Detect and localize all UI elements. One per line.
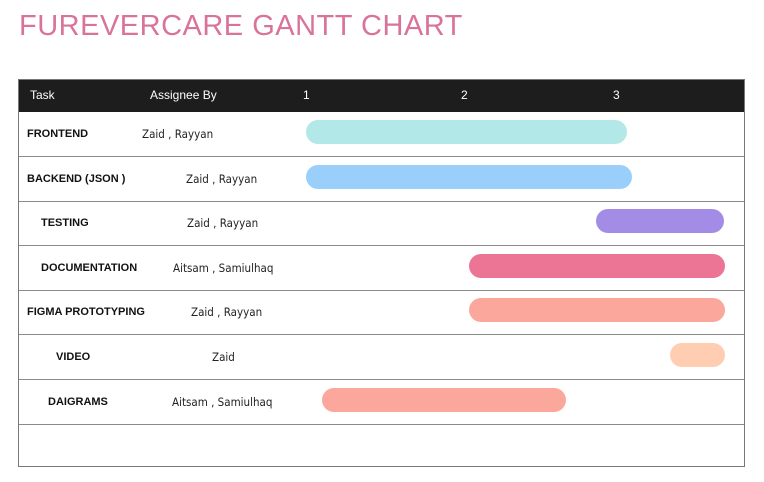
x-tick-label: 2 xyxy=(461,88,468,102)
x-tick-label: 3 xyxy=(613,88,620,102)
task-row: BACKEND (JSON ) Zaid , Rayyan xyxy=(19,157,744,202)
task-bar xyxy=(595,209,725,234)
task-name: DAIGRAMS xyxy=(48,395,108,408)
task-bar xyxy=(306,164,632,189)
page-title: FUREVERCARE GANTT CHART xyxy=(19,10,463,42)
task-name: TESTING xyxy=(41,217,89,230)
task-bar xyxy=(670,343,725,367)
task-assignee: Zaid , Rayyan xyxy=(142,127,214,141)
header-row: Task Assignee By 1 2 3 xyxy=(19,80,744,112)
assignee-column-header: Assignee By xyxy=(150,88,217,102)
task-bar xyxy=(321,387,567,412)
task-bar xyxy=(468,298,725,323)
task-assignee: Zaid xyxy=(212,350,235,364)
task-assignee: Zaid , Rayyan xyxy=(186,171,258,186)
task-bar xyxy=(468,253,725,278)
task-name: FIGMA PROTOTYPING xyxy=(27,306,145,319)
task-assignee: Aitsam , Samiulhaq xyxy=(172,394,273,409)
task-bar xyxy=(306,120,627,144)
task-column-header: Task xyxy=(30,88,55,102)
task-name: FRONTEND xyxy=(27,128,89,140)
task-assignee: Zaid , Rayyan xyxy=(187,216,259,231)
task-name: DOCUMENTATION xyxy=(41,261,138,274)
gantt-chart: Task Assignee By 1 2 3 FRONTEND Zaid , Ra… xyxy=(18,79,745,467)
x-tick-label: 1 xyxy=(303,88,310,102)
task-row: FRONTEND Zaid , Rayyan xyxy=(19,112,744,157)
task-row: TESTING Zaid , Rayyan xyxy=(19,201,744,247)
task-assignee: Zaid , Rayyan xyxy=(191,305,263,320)
task-name: VIDEO xyxy=(56,351,91,363)
task-row: DAIGRAMS Aitsam , Samiulhaq xyxy=(19,380,744,425)
task-assignee: Aitsam , Samiulhaq xyxy=(173,260,274,275)
task-row: FIGMA PROTOTYPING Zaid , Rayyan xyxy=(19,290,744,336)
task-row: VIDEO Zaid xyxy=(19,335,744,380)
task-row: DOCUMENTATION Aitsam , Samiulhaq xyxy=(19,246,744,291)
task-name: BACKEND (JSON ) xyxy=(27,172,126,185)
